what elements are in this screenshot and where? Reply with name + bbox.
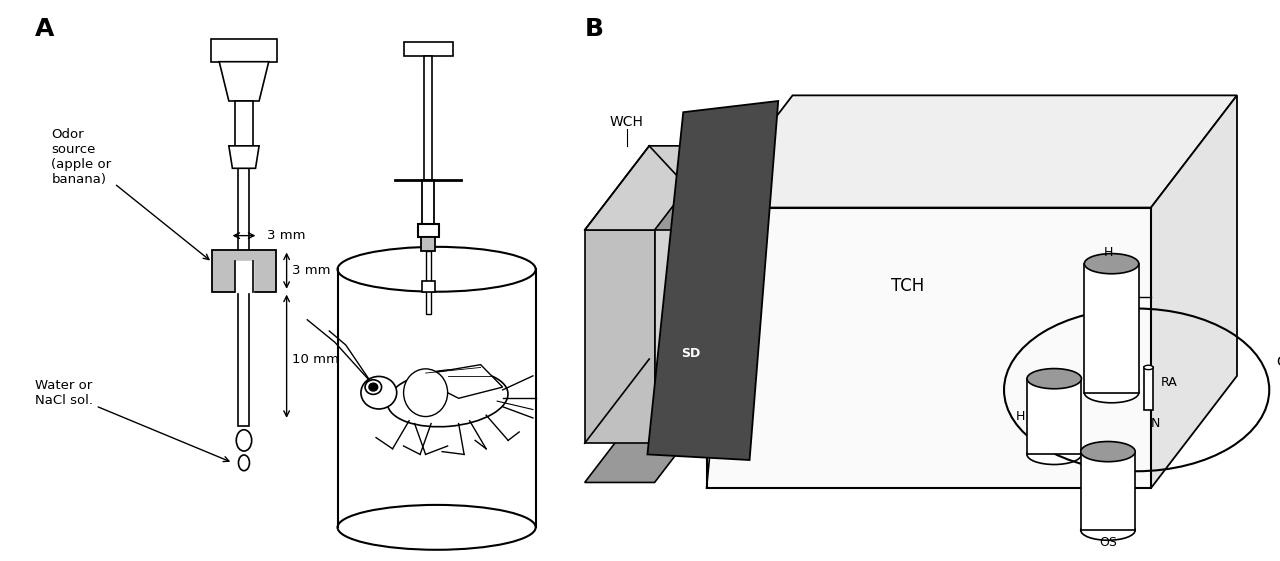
Polygon shape: [415, 365, 503, 398]
Ellipse shape: [338, 505, 536, 550]
Bar: [211, 39, 276, 62]
Bar: [426, 251, 430, 314]
Bar: [238, 168, 250, 264]
Bar: [236, 101, 252, 146]
Bar: [417, 224, 439, 237]
Ellipse shape: [1080, 442, 1135, 462]
Bar: [422, 180, 434, 224]
Text: 3 mm: 3 mm: [292, 264, 330, 277]
Text: Water or
NaCl sol.: Water or NaCl sol.: [35, 379, 229, 462]
Bar: [238, 292, 250, 426]
Text: N: N: [1151, 417, 1161, 430]
Text: WCH: WCH: [609, 115, 644, 129]
Polygon shape: [648, 101, 778, 460]
Bar: [421, 237, 435, 251]
Ellipse shape: [388, 370, 508, 427]
Bar: [236, 261, 252, 292]
Text: 10 mm: 10 mm: [292, 352, 339, 366]
Polygon shape: [585, 146, 719, 230]
Polygon shape: [707, 208, 1151, 488]
Ellipse shape: [1084, 383, 1139, 403]
Bar: [403, 42, 453, 56]
Text: OS: OS: [1100, 536, 1117, 549]
Polygon shape: [585, 230, 654, 443]
Polygon shape: [654, 230, 724, 443]
Ellipse shape: [369, 383, 378, 391]
Ellipse shape: [403, 369, 448, 416]
Polygon shape: [1151, 95, 1236, 488]
Polygon shape: [229, 146, 259, 168]
Polygon shape: [707, 95, 1236, 208]
Ellipse shape: [237, 430, 252, 451]
Ellipse shape: [1084, 254, 1139, 274]
Bar: [421, 280, 435, 292]
Ellipse shape: [238, 455, 250, 471]
Text: 3 mm: 3 mm: [266, 229, 305, 242]
Text: TCH: TCH: [891, 277, 924, 295]
Text: H: H: [1103, 246, 1112, 259]
Ellipse shape: [361, 376, 397, 409]
Polygon shape: [649, 146, 719, 359]
Text: A: A: [35, 17, 54, 41]
Text: B: B: [585, 17, 604, 41]
Ellipse shape: [1080, 520, 1135, 540]
Text: RA: RA: [1160, 376, 1178, 389]
Bar: [1080, 452, 1135, 530]
Text: H: H: [1016, 410, 1025, 423]
Text: SD: SD: [681, 347, 700, 360]
Ellipse shape: [1027, 369, 1082, 389]
Bar: [425, 56, 433, 196]
Bar: [212, 250, 275, 292]
Bar: [1027, 379, 1082, 454]
Ellipse shape: [1027, 444, 1082, 465]
Ellipse shape: [338, 247, 536, 292]
Bar: [1144, 367, 1153, 410]
Ellipse shape: [365, 380, 381, 394]
Text: CH: CH: [1276, 355, 1280, 369]
Bar: [1084, 264, 1139, 393]
Ellipse shape: [1144, 365, 1153, 370]
Text: Odor
source
(apple or
banana): Odor source (apple or banana): [51, 128, 209, 260]
Polygon shape: [585, 440, 687, 482]
Polygon shape: [219, 62, 269, 101]
